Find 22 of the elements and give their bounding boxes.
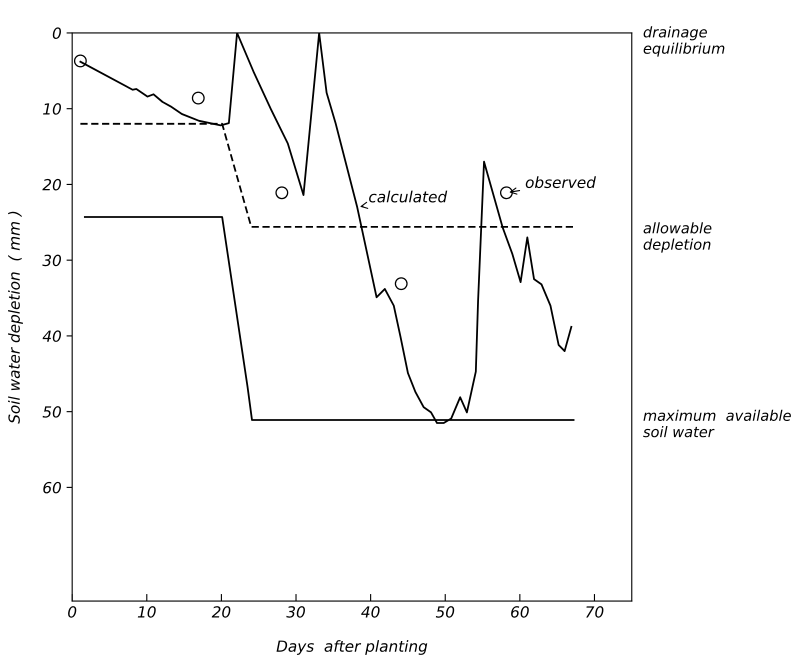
x-tick-label: 0	[68, 606, 76, 618]
text: drainage equilibrium	[644, 26, 724, 57]
y-tick-label: 30	[42, 254, 61, 266]
y-tick-label: 40	[42, 330, 61, 342]
y-tick-label: 60	[43, 482, 61, 494]
x-tick-label: 60	[511, 606, 529, 618]
x-tick-label: 10	[138, 606, 156, 618]
y-tick-label: 50	[42, 406, 61, 418]
x-tick-label: 20	[212, 606, 230, 618]
text: maximum available soil water	[643, 410, 791, 438]
y-tick-label: 10	[43, 103, 61, 115]
x-tick-label: 40	[361, 606, 380, 618]
y-tick-label: 0	[52, 27, 61, 39]
x-tick-label: 50	[436, 606, 454, 618]
text: allowable depletion	[644, 222, 712, 253]
annotation: calculated	[369, 190, 448, 202]
y-tick-label: 20	[42, 178, 61, 190]
annotation: observed	[526, 176, 596, 188]
x-tick-label: 30	[286, 606, 305, 618]
y-axis-title: Soil water depletion ( mm )	[8, 212, 23, 424]
x-axis-title: Days after planting	[276, 640, 428, 655]
x-tick-label: 70	[586, 606, 604, 618]
